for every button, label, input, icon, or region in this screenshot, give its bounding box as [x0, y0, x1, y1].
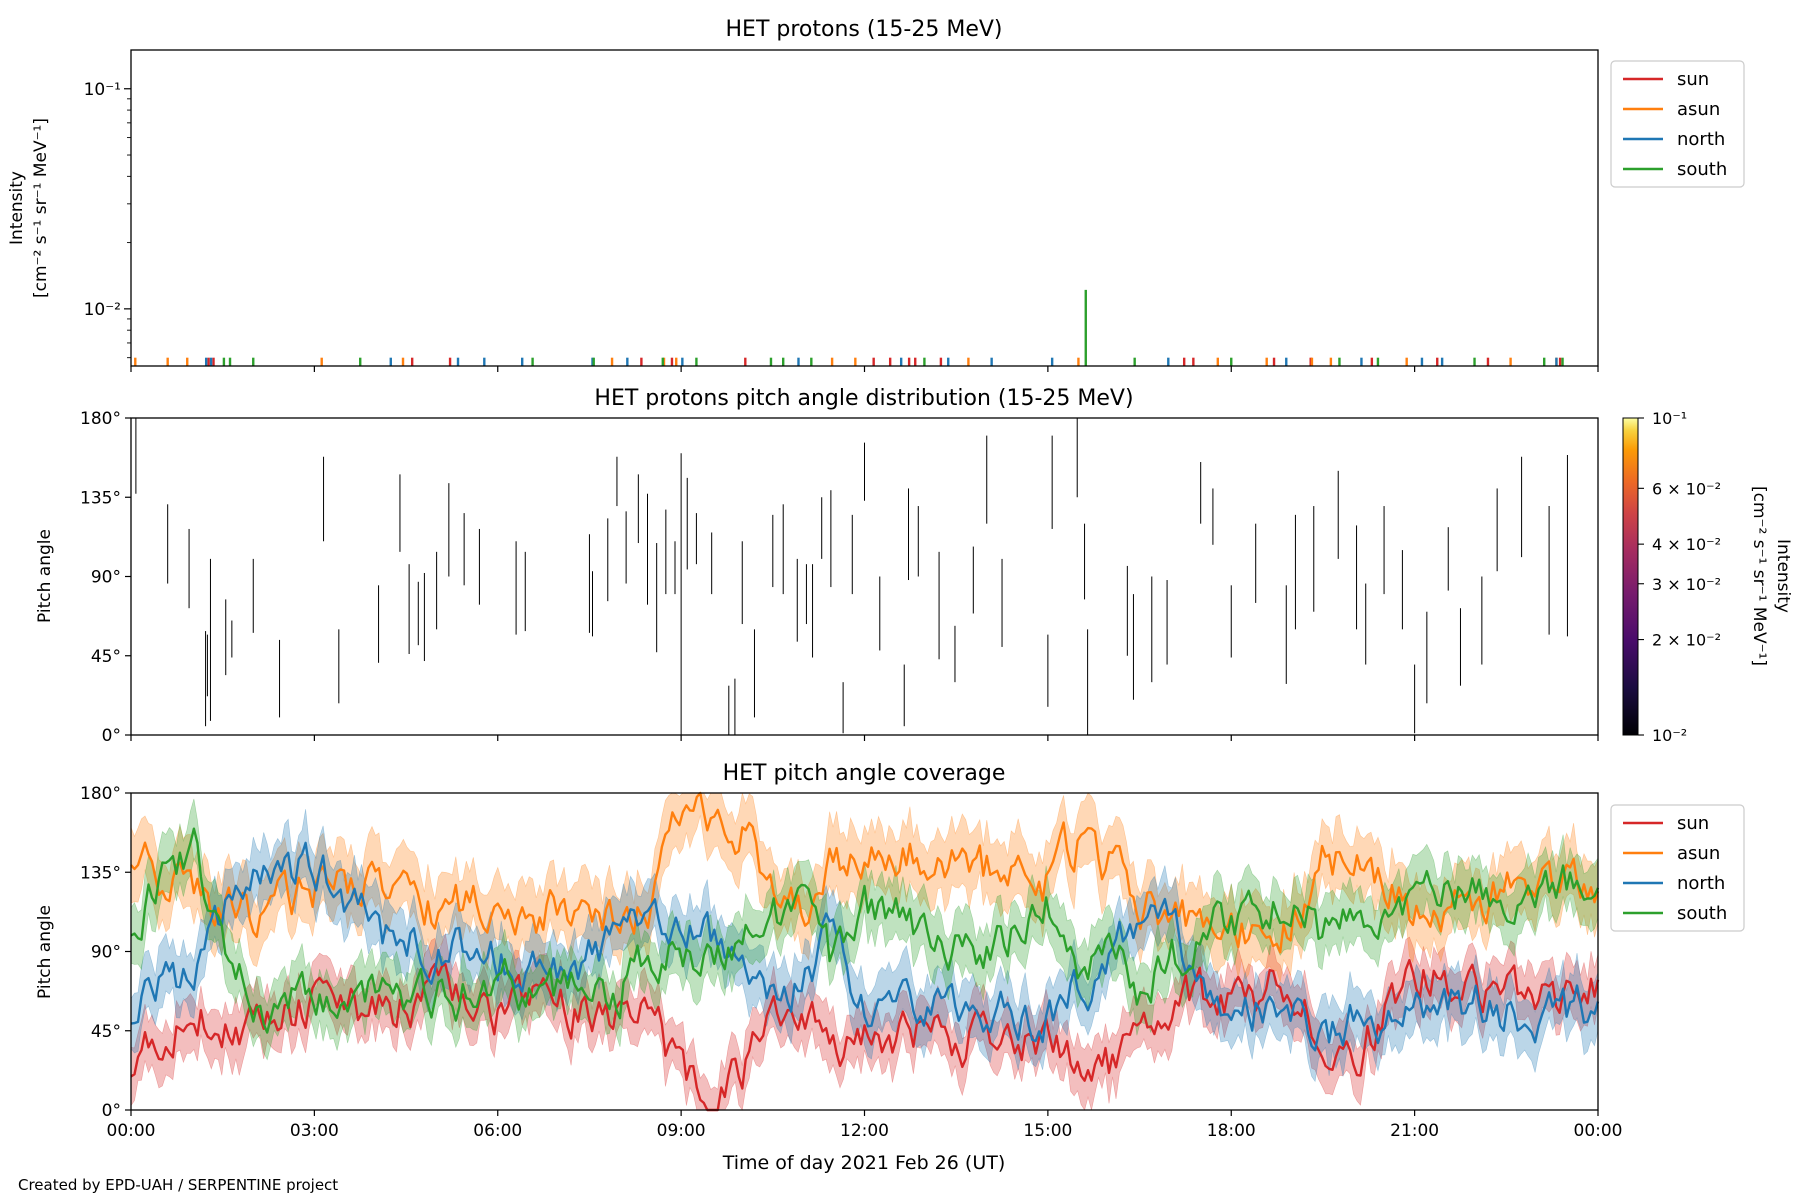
panel-pitch-angle-coverage: HET pitch angle coverage 0° 45° 90° 135° 180… [35, 761, 1745, 1141]
panel3-bands [130, 792, 1599, 1111]
y-tick-label: 45° [91, 647, 121, 667]
panel1-y-ticks: 10⁻¹ 10⁻² [84, 80, 131, 359]
legend-label-north: north [1677, 129, 1725, 150]
y-tick-label: 10⁻² [84, 300, 121, 320]
panel3-lines [130, 791, 1600, 1112]
panel1-yunit: [cm⁻² s⁻¹ sr⁻¹ MeV⁻¹] [31, 118, 51, 298]
y-tick-label: 10⁻¹ [84, 80, 121, 100]
colorbar-tick-label: 4 × 10⁻² [1652, 535, 1721, 554]
legend-label-south: south [1677, 159, 1727, 180]
colorbar-label: Intensity [1773, 539, 1793, 613]
panel3-legend: sun asun north south [1610, 804, 1745, 932]
panel2-ylabel: Pitch angle [35, 529, 55, 623]
panel-pitch-angle-distribution: HET protons pitch angle distribution (15… [35, 386, 1793, 746]
colorbar-tick-label: 3 × 10⁻² [1652, 575, 1721, 594]
y-tick-label: 0° [102, 1101, 121, 1121]
panel1-frame [130, 49, 1599, 367]
colorbar-tick-label: 2 × 10⁻² [1652, 631, 1721, 650]
y-tick-label: 90° [91, 943, 121, 963]
panel2-y-ticks: 0° 45° 90° 135° 180° [80, 409, 131, 746]
legend-label-south: south [1677, 903, 1727, 924]
coverage-line-sun [130, 958, 1600, 1112]
panel1-legend: sun asun north south [1610, 60, 1745, 188]
x-tick-label: 21:00 [1390, 1121, 1439, 1141]
y-tick-label: 0° [102, 726, 121, 746]
credit-text: Created by EPD-UAH / SERPENTINE project [18, 1176, 339, 1194]
x-tick-label: 00:00 [1574, 1121, 1623, 1141]
colorbar-ticks: 10⁻¹ 6 × 10⁻² 4 × 10⁻² 3 × 10⁻² 2 × 10⁻² 10⁻² [1638, 409, 1721, 745]
x-tick-label: 09:00 [657, 1121, 706, 1141]
x-tick-label: 15:00 [1023, 1121, 1072, 1141]
legend-label-north: north [1677, 873, 1725, 894]
y-tick-label: 135° [80, 488, 121, 508]
y-tick-label: 180° [80, 409, 121, 429]
x-tick-label: 18:00 [1207, 1121, 1256, 1141]
y-tick-label: 90° [91, 568, 121, 588]
panel1-x-ticks [130, 366, 1599, 372]
panel3-y-ticks: 0° 45° 90° 135° 180° [80, 784, 131, 1121]
legend-label-sun: sun [1677, 813, 1709, 834]
coverage-line-north [130, 841, 1600, 1052]
panel-intensity: HET protons (15-25 MeV) 10⁻¹ 10⁻² Intensi… [7, 17, 1745, 372]
panel2-x-ticks [130, 735, 1599, 741]
legend-frame [1610, 60, 1745, 188]
panel2-title: HET protons pitch angle distribution (15… [594, 386, 1133, 411]
colorbar-tick-label: 10⁻¹ [1652, 409, 1687, 428]
panel3-ylabel: Pitch angle [35, 905, 55, 999]
legend-label-sun: sun [1677, 69, 1709, 90]
colorbar [1622, 417, 1639, 736]
x-tick-label: 00:00 [107, 1121, 156, 1141]
legend-label-asun: asun [1677, 99, 1720, 120]
legend-label-asun: asun [1677, 843, 1720, 864]
coverage-line-asun [130, 791, 1600, 954]
colorbar-tick-label: 6 × 10⁻² [1652, 479, 1721, 498]
legend-frame [1610, 804, 1745, 932]
panel1-title: HET protons (15-25 MeV) [726, 17, 1003, 42]
x-tick-label: 06:00 [473, 1121, 522, 1141]
x-axis-label: Time of day 2021 Feb 26 (UT) [722, 1152, 1006, 1174]
panel3-x-ticks: 00:00 03:00 06:00 09:00 12:00 15:00 18:00 21:00… [107, 1110, 1623, 1141]
coverage-line-south [130, 827, 1600, 1034]
colorbar-tick-label: 10⁻² [1652, 726, 1687, 745]
x-tick-label: 03:00 [290, 1121, 339, 1141]
y-tick-label: 180° [80, 784, 121, 804]
x-tick-label: 12:00 [840, 1121, 889, 1141]
panel1-series [134, 289, 1564, 366]
panel2-segments [135, 418, 1568, 735]
y-tick-label: 45° [91, 1022, 121, 1042]
colorbar-unit: [cm⁻² s⁻¹ sr⁻¹ MeV⁻¹] [1749, 486, 1769, 666]
panel3-title: HET pitch angle coverage [723, 761, 1006, 786]
panel1-ylabel: Intensity [7, 171, 27, 245]
y-tick-label: 135° [80, 863, 121, 883]
